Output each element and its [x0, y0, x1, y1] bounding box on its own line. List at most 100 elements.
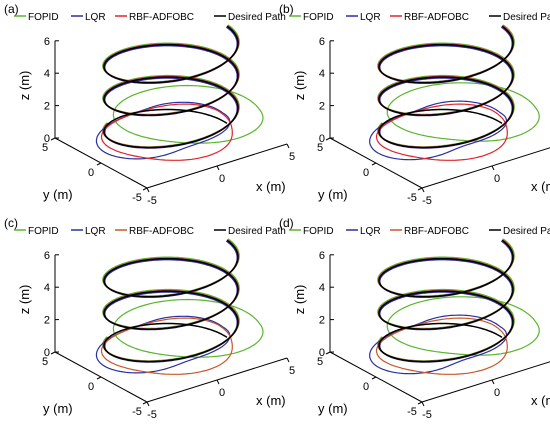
series-transient: [369, 100, 508, 161]
series-transient: [386, 296, 540, 356]
y-tick-mark: [417, 187, 423, 191]
legend-entry-0: FOPID: [303, 12, 334, 23]
series-transient: [375, 317, 508, 375]
y-tick-label: 5: [42, 142, 48, 154]
x-tick-label: 5: [289, 151, 295, 163]
z-tick-label: 4: [44, 68, 50, 80]
series-desired-path: [103, 239, 239, 363]
y-tick-mark: [371, 376, 377, 380]
series-transient: [95, 315, 231, 374]
panel-label: (c): [4, 216, 18, 230]
y-tick-label: -5: [132, 406, 142, 418]
series-transient: [386, 82, 540, 142]
series-desired-path: [378, 239, 514, 363]
legend-entry-1: LQR: [85, 12, 106, 23]
series-desired-path: [103, 25, 239, 149]
x-axis-label: x (m): [256, 179, 286, 194]
x-tick-mark: [146, 401, 150, 407]
z-axis-label: z (m): [292, 71, 307, 101]
y-axis-label: y (m): [43, 187, 73, 202]
legend-entry-2: RBF-ADFOBC: [129, 12, 194, 23]
z-tick-label: 6: [44, 250, 50, 262]
panel-label: (a): [4, 2, 19, 16]
legend-entry-2: RBF-ADFOBC: [404, 226, 469, 237]
y-tick-label: 0: [88, 167, 94, 179]
z-tick-label: 6: [319, 36, 325, 48]
y-tick-label: -5: [132, 192, 142, 204]
series-transient: [100, 103, 233, 161]
legend-entry-0: FOPID: [28, 226, 59, 237]
series-line: [103, 239, 239, 363]
y-tick-mark: [371, 162, 377, 166]
series-fopid: [377, 24, 540, 148]
y-tick-label: -5: [407, 406, 417, 418]
z-tick-label: 0: [319, 133, 325, 145]
legend: FOPID LQR RBF-ADFOBC Desired Path: [289, 12, 550, 23]
y-tick-mark: [417, 401, 423, 405]
z-tick-label: 2: [44, 315, 50, 327]
x-tick-mark: [286, 143, 290, 149]
series-line: [103, 25, 239, 149]
z-tick-label: 2: [319, 101, 325, 113]
z-tick-label: 4: [44, 282, 50, 294]
legend-entry-2: RBF-ADFOBC: [404, 12, 469, 23]
legend-entry-1: LQR: [360, 12, 381, 23]
legend-entry-3: Desired Path: [228, 226, 286, 237]
x-tick-label: -5: [147, 195, 157, 207]
series-transient: [369, 314, 508, 375]
x-tick-label: -5: [147, 409, 157, 421]
y-tick-label: 5: [42, 356, 48, 368]
series-transient: [100, 317, 233, 375]
series-transient: [112, 298, 264, 358]
z-tick-label: 6: [44, 36, 50, 48]
y-tick-mark: [325, 137, 331, 141]
legend: FOPID LQR RBF-ADFOBC Desired Path: [14, 12, 286, 23]
y-axis-label: y (m): [43, 401, 73, 416]
legend-entry-1: LQR: [360, 226, 381, 237]
x-tick-mark: [491, 379, 495, 385]
x-tick-mark: [146, 187, 150, 193]
y-tick-label: 5: [317, 142, 323, 154]
y-tick-mark: [96, 376, 102, 380]
panel-label: (b): [279, 2, 294, 16]
series-fopid: [377, 238, 540, 362]
chart-panel-3: (c)FOPID LQR RBF-ADFOBC Desired Path-505-50…: [4, 216, 295, 421]
x-tick-mark: [421, 187, 425, 193]
y-tick-mark: [142, 401, 148, 405]
panel-label: (d): [279, 216, 294, 230]
z-axis-label: z (m): [17, 285, 32, 315]
series-transient: [95, 101, 231, 160]
z-tick-label: 2: [319, 315, 325, 327]
series-line: [378, 25, 514, 149]
x-tick-label: 0: [494, 173, 500, 185]
y-tick-mark: [142, 187, 148, 191]
x-tick-mark: [491, 165, 495, 171]
z-tick-label: 0: [44, 133, 50, 145]
y-tick-label: 0: [363, 381, 369, 393]
y-tick-label: 0: [88, 381, 94, 393]
legend: FOPID LQR RBF-ADFOBC Desired Path: [14, 226, 286, 237]
x-tick-label: 0: [494, 387, 500, 399]
series-lqr: [369, 26, 514, 161]
x-tick-label: 0: [219, 173, 225, 185]
x-tick-label: 0: [219, 387, 225, 399]
x-axis-label: x (m): [256, 393, 286, 408]
series-lqr: [95, 240, 239, 374]
x-tick-mark: [421, 401, 425, 407]
z-tick-label: 4: [319, 282, 325, 294]
legend: FOPID LQR RBF-ADFOBC Desired Path: [289, 226, 550, 237]
legend-entry-3: Desired Path: [503, 12, 550, 23]
x-tick-label: -5: [422, 409, 432, 421]
legend-entry-0: FOPID: [303, 226, 334, 237]
series-line: [378, 239, 514, 363]
legend-entry-3: Desired Path: [228, 12, 286, 23]
series-lqr: [369, 240, 514, 375]
legend-entry-3: Desired Path: [503, 226, 550, 237]
legend-entry-2: RBF-ADFOBC: [129, 226, 194, 237]
series-lqr: [95, 26, 239, 160]
